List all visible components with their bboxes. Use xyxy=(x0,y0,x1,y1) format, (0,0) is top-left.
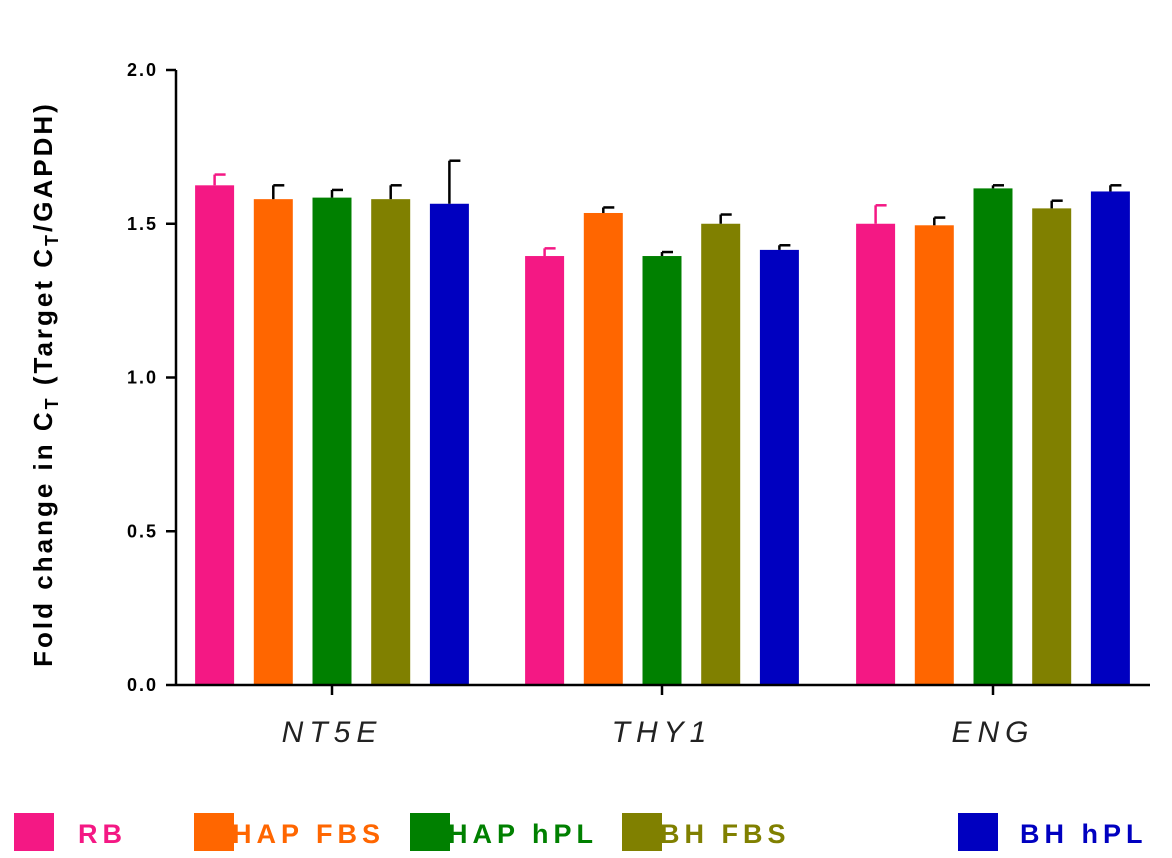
bar xyxy=(583,212,623,686)
x-ticks: NT5E THY1 ENG xyxy=(282,685,1034,749)
x-tick-label: ENG xyxy=(951,716,1034,749)
bar xyxy=(973,188,1013,685)
legend: RB HAP FBS HAP hPL BH FBS BH hPL xyxy=(14,813,1148,851)
bar xyxy=(371,199,411,685)
bar xyxy=(429,203,469,685)
legend-swatch xyxy=(194,813,234,851)
bar xyxy=(914,225,954,685)
x-tick-label: THY1 xyxy=(612,716,713,749)
bar xyxy=(856,223,896,685)
bar xyxy=(525,256,565,685)
legend-swatch xyxy=(958,813,998,851)
y-tick-label: 1.0 xyxy=(127,368,158,388)
y-axis-label: Fold change in CT (Target CT/GAPDH) xyxy=(28,101,62,667)
y-tick-label: 1.5 xyxy=(127,214,158,234)
bar xyxy=(312,197,352,686)
bar xyxy=(701,223,741,685)
legend-label: BH hPL xyxy=(1020,819,1148,849)
legend-swatch xyxy=(410,813,450,851)
bar xyxy=(1090,191,1130,685)
y-tick-label: 2.0 xyxy=(127,60,158,80)
bar xyxy=(195,185,235,685)
legend-label: RB xyxy=(78,819,127,849)
legend-label: HAP FBS xyxy=(232,819,385,849)
legend-label: BH FBS xyxy=(660,819,791,849)
legend-label: HAP hPL xyxy=(448,819,598,849)
x-tick-label: NT5E xyxy=(282,716,383,749)
y-ticks: 0.0 0.5 1.0 1.5 2.0 xyxy=(127,60,176,695)
bar xyxy=(759,249,799,685)
bar xyxy=(642,256,682,685)
legend-swatch xyxy=(14,813,54,851)
y-tick-label: 0.5 xyxy=(127,521,158,541)
bars-layer xyxy=(195,159,1130,686)
y-tick-label: 0.0 xyxy=(127,675,158,695)
bar xyxy=(1032,208,1072,685)
bar xyxy=(253,199,293,685)
legend-swatch xyxy=(622,813,662,851)
